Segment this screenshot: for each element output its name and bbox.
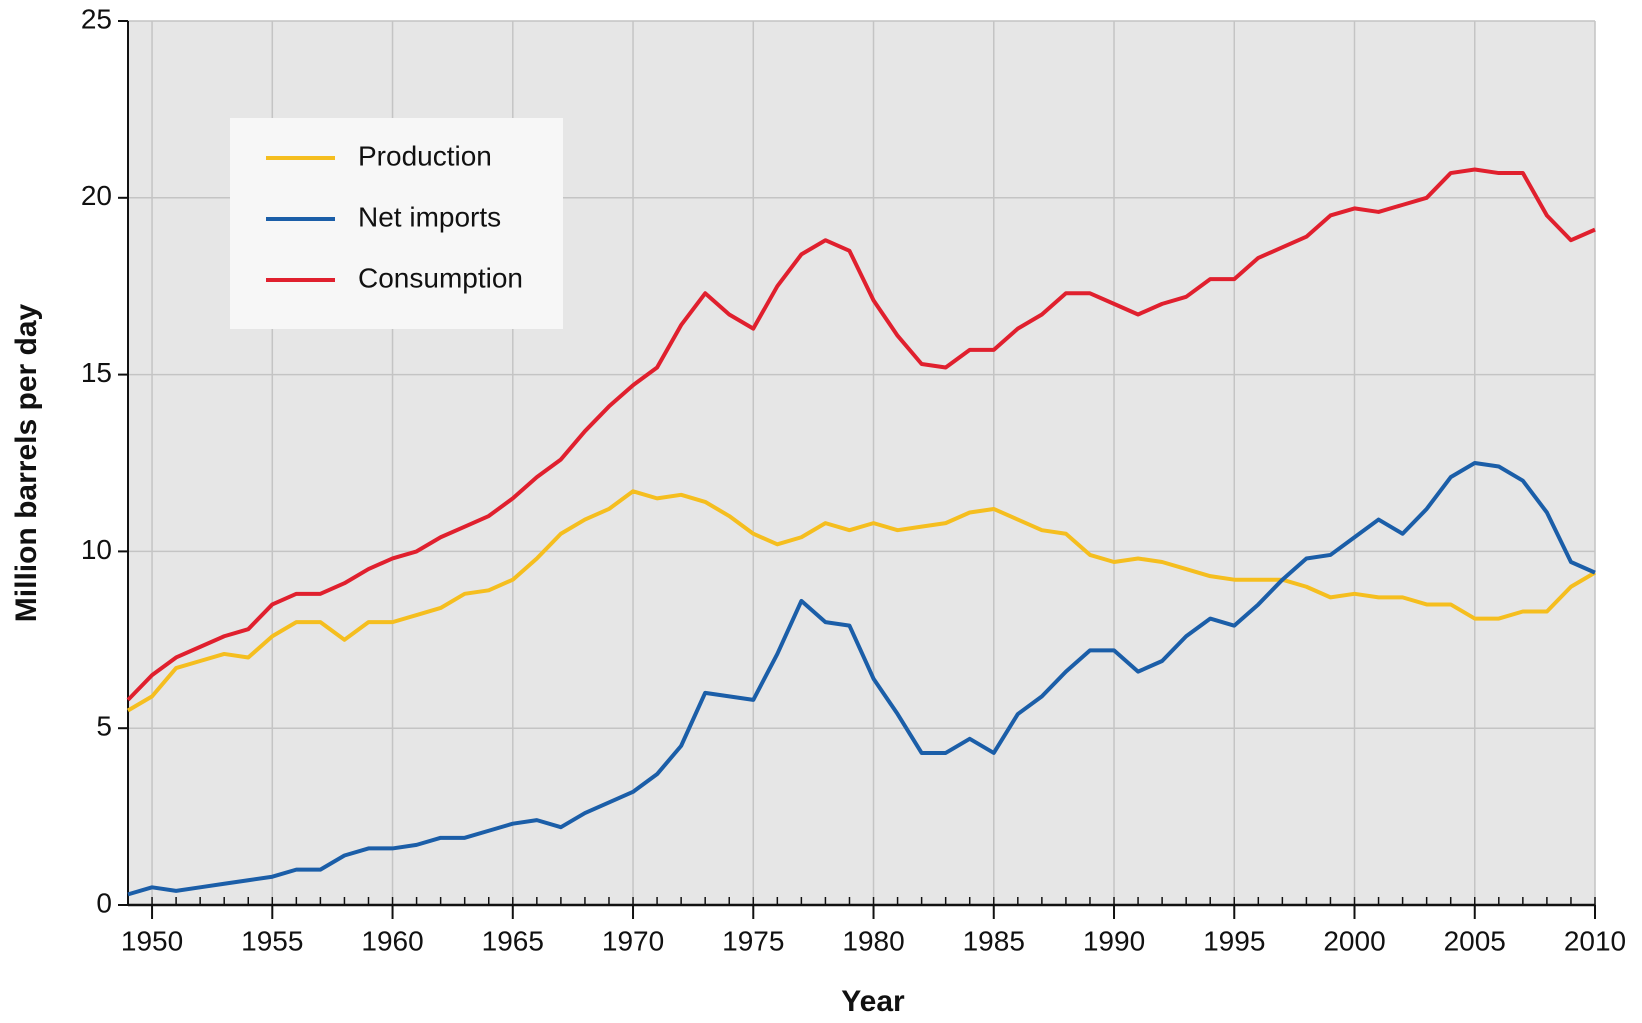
x-tick-label: 1995	[1203, 925, 1265, 956]
legend-label: Production	[358, 140, 492, 171]
legend-box	[230, 118, 563, 329]
x-axis-label: Year	[841, 985, 905, 1018]
series-line	[127, 461, 1596, 897]
x-tick-label: 1990	[1083, 925, 1145, 956]
y-tick-label: 20	[81, 180, 112, 211]
x-tick-label: 2010	[1564, 925, 1626, 956]
series-line	[126, 167, 1596, 702]
y-tick-label: 5	[96, 711, 112, 742]
x-tick-label: 1950	[121, 925, 183, 956]
legend-label: Consumption	[358, 262, 523, 293]
y-tick-label: 0	[96, 887, 112, 918]
x-tick-label: 1955	[241, 925, 303, 956]
x-tick-label: 1985	[963, 925, 1025, 956]
x-tick-label: 2005	[1444, 925, 1506, 956]
x-tick-label: 1970	[602, 925, 664, 956]
x-tick-label: 2000	[1323, 925, 1385, 956]
y-axis-label: Million barrels per day	[10, 303, 43, 622]
legend-label: Net imports	[358, 201, 501, 232]
x-tick-label: 1965	[482, 925, 544, 956]
y-tick-label: 10	[81, 534, 112, 565]
x-tick-label: 1980	[842, 925, 904, 956]
x-tick-label: 1975	[722, 925, 784, 956]
y-tick-label: 25	[81, 3, 112, 34]
series-line	[126, 489, 1597, 713]
y-tick-label: 15	[81, 357, 112, 388]
x-tick-label: 1960	[361, 925, 423, 956]
legend: Production Net imports Consumption	[230, 118, 563, 329]
